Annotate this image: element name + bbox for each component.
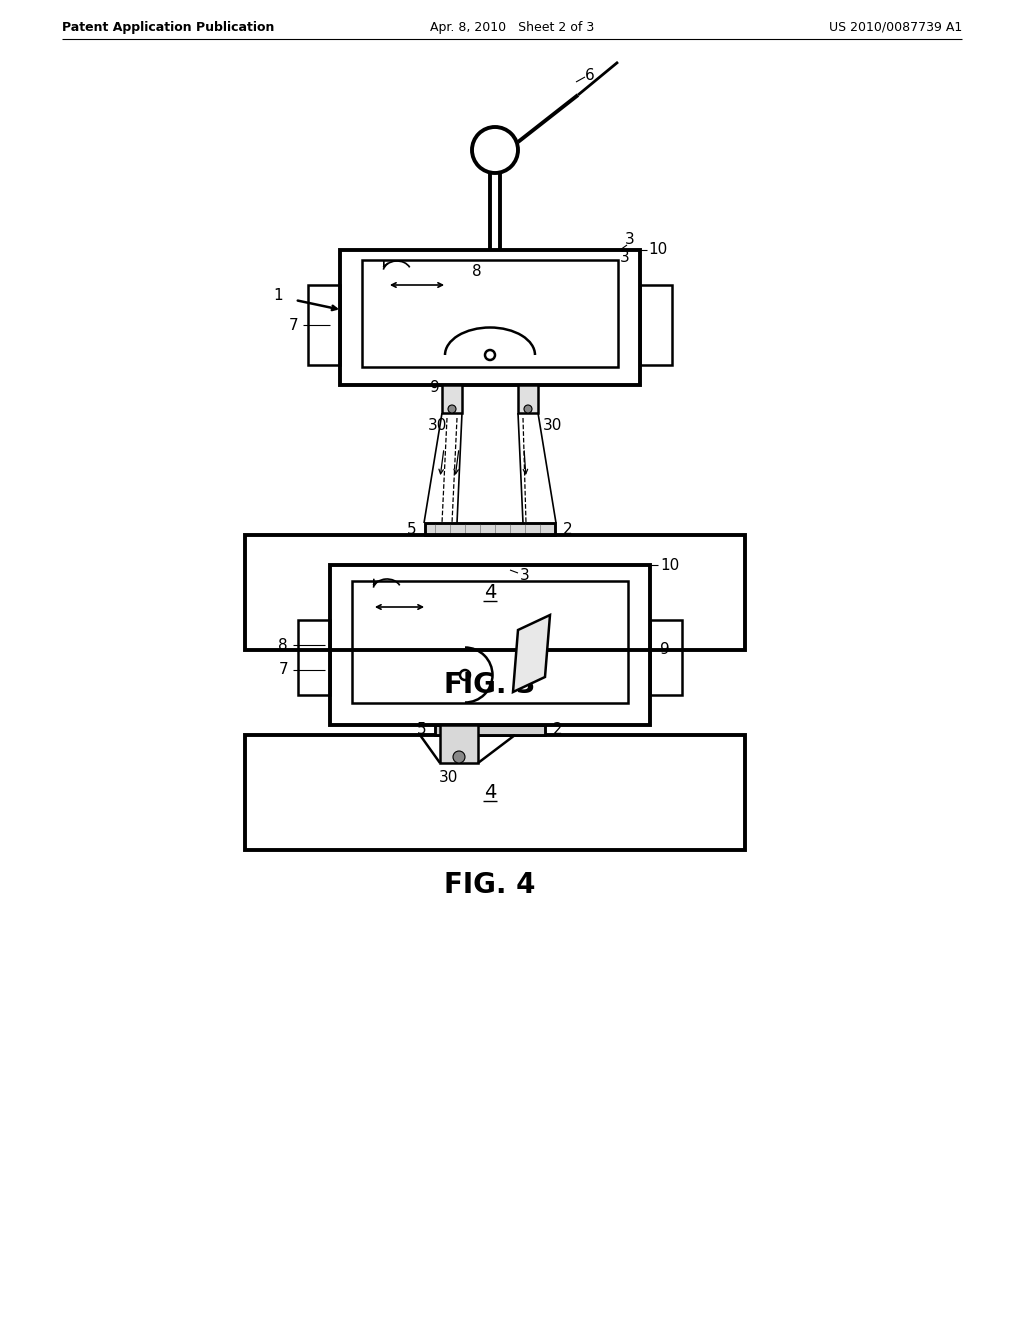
Circle shape [449,405,456,413]
Text: Apr. 8, 2010   Sheet 2 of 3: Apr. 8, 2010 Sheet 2 of 3 [430,21,594,33]
Text: 10: 10 [660,557,679,573]
Bar [330,565,650,725]
Text: 5: 5 [408,521,417,536]
Text: 9: 9 [430,380,440,395]
Bar [650,620,682,696]
Text: 4: 4 [483,583,497,602]
Text: 1: 1 [273,288,283,302]
Text: 9: 9 [660,643,670,657]
Bar [308,285,340,366]
Text: 7: 7 [279,663,288,677]
Bar [425,523,555,535]
Bar [518,385,538,413]
Text: 2: 2 [553,722,562,738]
Text: 8: 8 [279,638,288,652]
Text: 6: 6 [585,67,595,82]
Bar [425,523,555,535]
Text: 3: 3 [621,251,630,265]
Text: Patent Application Publication: Patent Application Publication [62,21,274,33]
Text: FIG. 3: FIG. 3 [444,671,536,700]
Text: 30: 30 [543,417,562,433]
Circle shape [453,751,465,763]
Bar [245,735,745,850]
Text: 8: 8 [472,264,481,280]
Bar [442,385,462,413]
Text: 3: 3 [625,232,635,248]
Text: FIG. 4: FIG. 4 [444,871,536,899]
Polygon shape [513,615,550,692]
Circle shape [524,405,532,413]
Text: 4: 4 [483,784,497,803]
Text: 3: 3 [520,568,529,582]
Bar [640,285,672,366]
Text: 30: 30 [428,417,447,433]
Bar [435,725,545,735]
Text: 2: 2 [563,521,572,536]
Text: 7: 7 [289,318,298,333]
Bar [352,581,628,704]
Text: US 2010/0087739 A1: US 2010/0087739 A1 [828,21,962,33]
Bar [298,620,330,696]
Bar [435,725,545,735]
Bar [245,535,745,649]
Text: 5: 5 [418,722,427,738]
Text: 10: 10 [648,243,668,257]
Bar [362,260,618,367]
Bar [340,249,640,385]
Text: 30: 30 [439,771,459,785]
Bar [440,725,478,763]
